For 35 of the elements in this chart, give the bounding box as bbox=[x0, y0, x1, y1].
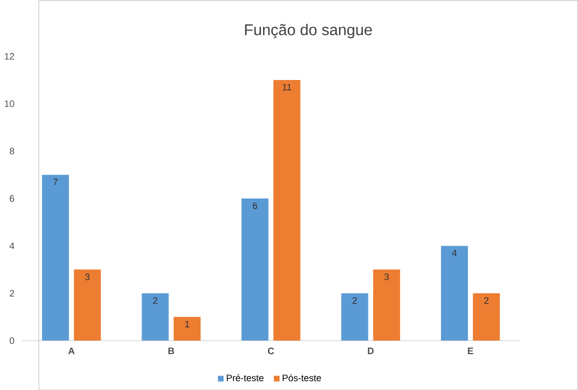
y-tick-label: 12 bbox=[4, 52, 14, 60]
x-tick-label: D bbox=[368, 347, 374, 354]
bar bbox=[74, 269, 101, 340]
data-label: 4 bbox=[452, 250, 457, 256]
x-tick-label: A bbox=[68, 347, 75, 354]
bar bbox=[440, 246, 468, 340]
y-tick-label: 6 bbox=[10, 194, 14, 202]
y-tick-label: 0 bbox=[10, 337, 14, 344]
legend-label: Pré-teste bbox=[226, 374, 264, 382]
bar bbox=[341, 293, 368, 340]
y-tick-label: 10 bbox=[4, 100, 14, 107]
y-tick-label: 4 bbox=[10, 242, 14, 249]
x-tick-label: C bbox=[268, 347, 274, 354]
data-label: 6 bbox=[252, 202, 258, 209]
data-label: 1 bbox=[185, 320, 190, 328]
chart-title: Função do sangue bbox=[245, 24, 372, 38]
x-tick-label: E bbox=[468, 347, 474, 354]
bar bbox=[242, 198, 268, 340]
data-label: 3 bbox=[85, 273, 90, 280]
bar bbox=[174, 316, 201, 340]
data-label: 2 bbox=[153, 297, 158, 304]
y-tick-label: 8 bbox=[10, 148, 14, 154]
bar bbox=[142, 293, 169, 340]
data-label: 3 bbox=[384, 273, 389, 280]
bar bbox=[273, 80, 300, 340]
x-tick-label: B bbox=[168, 347, 174, 354]
bar bbox=[472, 293, 500, 340]
data-label: 7 bbox=[53, 178, 58, 185]
data-label: 2 bbox=[484, 297, 488, 304]
y-tick-label: 2 bbox=[10, 290, 14, 296]
legend-label: Pós-teste bbox=[282, 374, 321, 382]
data-label: 2 bbox=[352, 297, 357, 304]
bar bbox=[42, 174, 69, 340]
data-label: 11 bbox=[282, 84, 292, 90]
bar bbox=[373, 269, 400, 340]
